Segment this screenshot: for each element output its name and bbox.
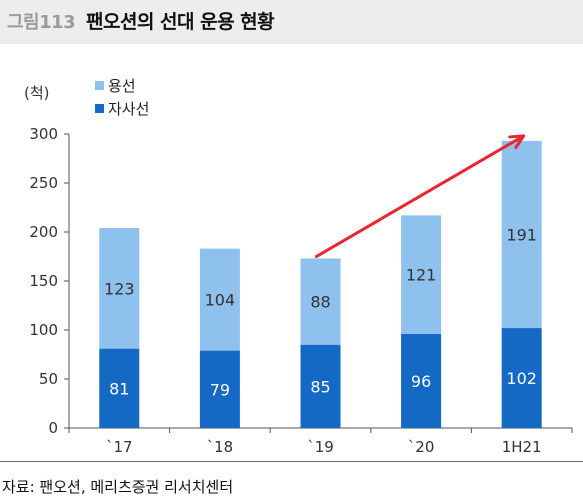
data-label-chartered: 123 — [104, 279, 135, 298]
bar-owned — [99, 348, 140, 428]
y-axis: 0 50 100 150 200 250 300 — [29, 125, 70, 437]
bar-chartered — [401, 215, 442, 334]
title-bar: 그림113 팬오션의 선대 운용 현황 — [0, 0, 583, 44]
bar-owned — [401, 333, 442, 428]
x-tick-label: `20 — [408, 438, 435, 456]
source-note: 자료: 팬오션, 메리츠증권 리서치센터 — [2, 478, 234, 496]
y-tick-label: 100 — [29, 321, 58, 339]
y-tick-label: 200 — [29, 223, 58, 241]
trend-arrow-head — [508, 134, 526, 149]
data-label-chartered: 88 — [310, 293, 330, 312]
bar-chartered — [501, 140, 542, 329]
bar-chartered — [300, 258, 341, 345]
x-tick-label: `18 — [207, 438, 234, 456]
bar-owned — [300, 344, 341, 428]
x-tick-label: `19 — [307, 438, 334, 456]
bar-owned — [199, 350, 240, 428]
legend-label-owned: 자사선 — [108, 100, 149, 118]
data-label-chartered: 121 — [406, 266, 437, 285]
bar-owned — [501, 328, 542, 428]
x-tick-label: 1H21 — [502, 438, 542, 456]
data-label-owned: 79 — [210, 380, 230, 399]
bars: 81 123 79 104 85 88 96 121 102 191 — [99, 140, 542, 428]
y-tick-label: 150 — [29, 272, 58, 290]
data-label-owned: 102 — [506, 369, 537, 388]
figure-title: 팬오션의 선대 운용 현황 — [86, 11, 275, 33]
x-tick-label: `17 — [106, 438, 133, 456]
y-tick-label: 250 — [29, 174, 58, 192]
data-label-chartered: 191 — [506, 225, 537, 244]
legend-swatch-owned — [95, 104, 104, 113]
bar-chartered — [199, 248, 240, 351]
data-label-owned: 85 — [310, 377, 330, 396]
data-label-owned: 81 — [109, 379, 129, 398]
legend-swatch-chartered — [95, 81, 104, 90]
x-axis: `17 `18 `19 `20 1H21 — [68, 427, 573, 456]
figure-number: 그림113 — [7, 12, 76, 33]
source-divider — [0, 461, 583, 462]
trend-annotation — [315, 134, 526, 258]
trend-arrow-line — [315, 136, 522, 258]
bar-chartered — [99, 228, 140, 349]
y-tick-label: 300 — [29, 125, 58, 143]
data-label-owned: 96 — [411, 372, 431, 391]
data-label-chartered: 104 — [205, 291, 236, 310]
legend: 용선 자사선 — [95, 77, 149, 118]
y-axis-unit-label: (척) — [24, 84, 50, 102]
y-tick-label: 0 — [48, 419, 58, 437]
legend-label-chartered: 용선 — [108, 77, 136, 95]
y-tick-label: 50 — [39, 370, 58, 388]
